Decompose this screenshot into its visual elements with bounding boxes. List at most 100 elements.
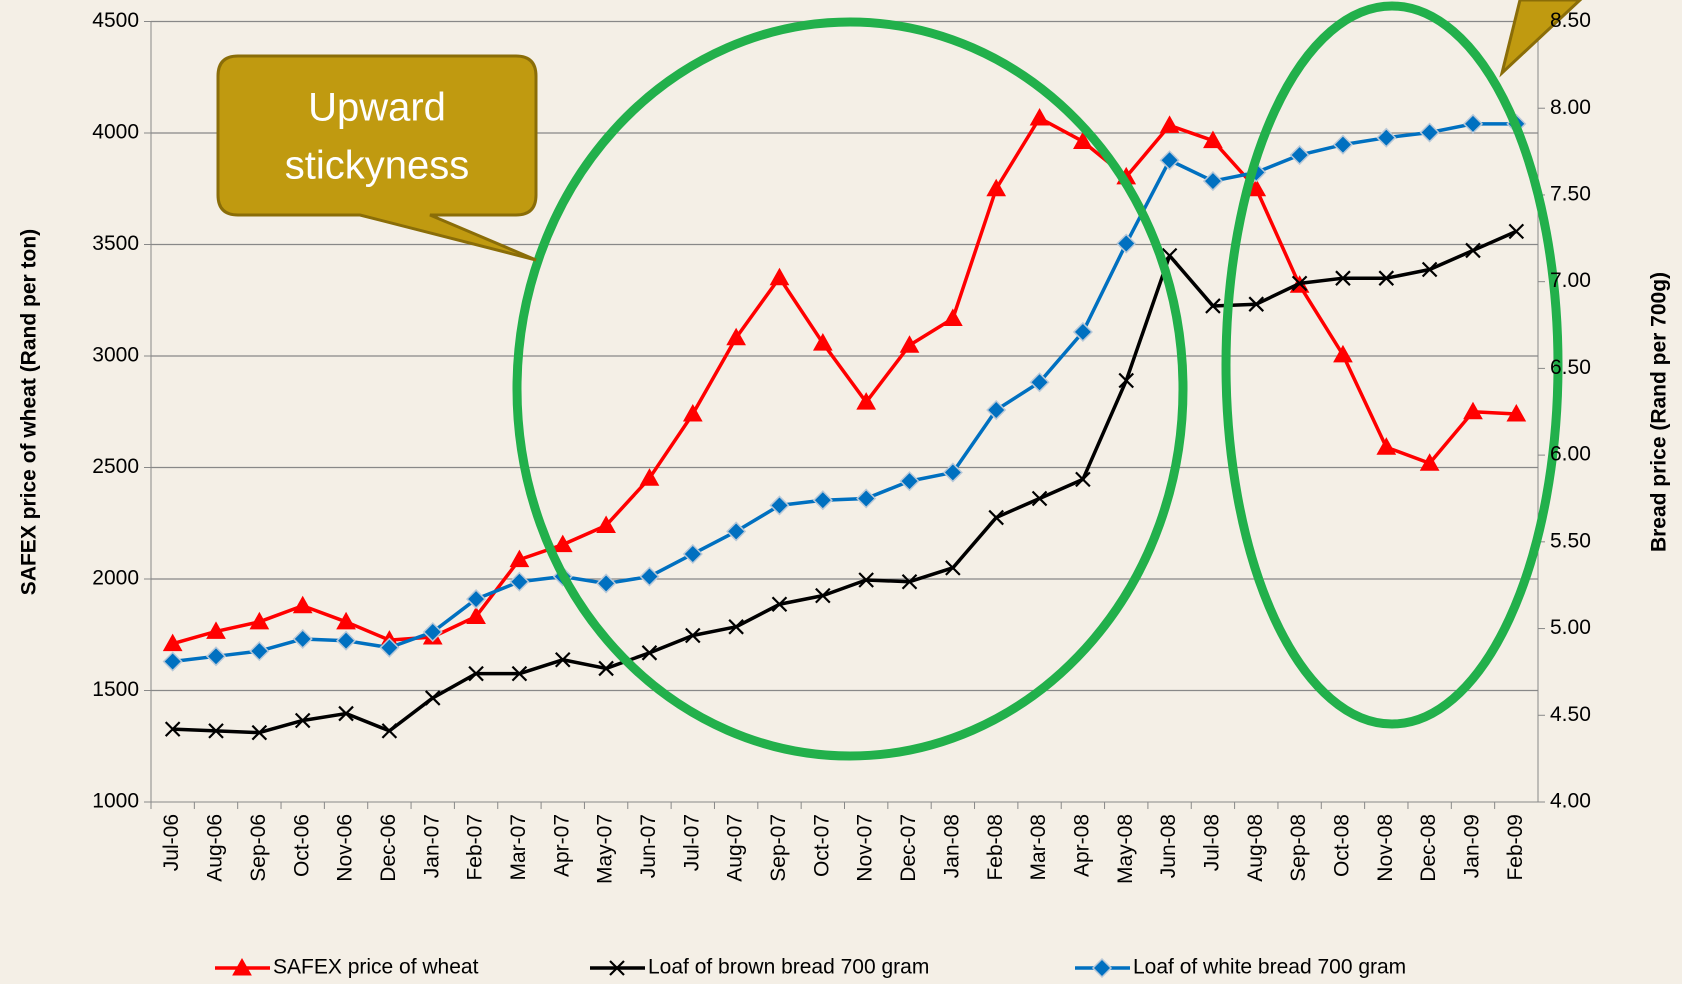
point: [986, 399, 1007, 421]
point: [1203, 130, 1223, 149]
point: [294, 712, 311, 729]
point: [1333, 344, 1353, 363]
x-tick-label: Jan-09: [1461, 814, 1484, 878]
point: [1116, 233, 1137, 254]
callout-text: Upward: [308, 86, 446, 130]
point: [858, 572, 874, 588]
point: [379, 637, 400, 658]
point: [988, 509, 1004, 526]
point: [1419, 453, 1440, 471]
point: [1332, 134, 1354, 155]
point: [899, 335, 920, 353]
point: [1118, 372, 1135, 389]
point: [815, 587, 831, 604]
x-tick-label: Mar-08: [1027, 814, 1050, 881]
point: [468, 665, 484, 682]
point: [424, 690, 441, 706]
y-tick-label: 4000: [92, 121, 139, 144]
point: [466, 589, 487, 610]
plot: [162, 108, 1527, 741]
x-tick-label: Jun-07: [637, 814, 660, 878]
point: [162, 651, 183, 672]
point: [596, 515, 616, 533]
point: [771, 596, 788, 613]
point: [1421, 261, 1438, 278]
y2-tick-label: 4.50: [1550, 703, 1591, 726]
point: [1248, 296, 1265, 312]
point: [205, 646, 227, 667]
point: [251, 724, 268, 741]
point: [1463, 401, 1483, 420]
point: [639, 566, 660, 587]
point: [1073, 131, 1093, 149]
x-tick-label: May-07: [594, 814, 617, 884]
point: [1291, 275, 1308, 292]
point: [1031, 490, 1048, 507]
point: [422, 621, 443, 643]
y-tick-label: 1500: [92, 678, 139, 701]
point: [1159, 115, 1180, 133]
x-tick-label: Sep-07: [767, 814, 790, 882]
point: [509, 571, 530, 592]
x-tick-label: Jul-07: [680, 814, 703, 871]
point: [1378, 270, 1395, 286]
legend-label: SAFEX price of wheat: [273, 956, 479, 979]
point: [1462, 113, 1484, 134]
point: [728, 619, 744, 635]
point: [685, 627, 701, 644]
x-tick-label: Jan-07: [420, 814, 443, 878]
series-line: [172, 229, 1518, 735]
x-tick-label: Feb-08: [984, 814, 1007, 881]
point: [945, 560, 961, 576]
y2-tick-label: 7.00: [1550, 269, 1591, 292]
point: [856, 392, 877, 410]
x-tick-label: Apr-07: [550, 814, 573, 877]
x-tick-label: Oct-07: [810, 814, 833, 877]
y-tick-label: 4500: [92, 9, 139, 32]
point: [856, 488, 877, 509]
x-tick-label: Aug-07: [724, 814, 747, 882]
point: [206, 621, 226, 639]
highlight-ellipse: [1221, 1, 1563, 729]
point: [942, 462, 963, 483]
point: [509, 549, 530, 568]
point: [943, 308, 963, 327]
x-tick-label: Mar-07: [507, 814, 530, 881]
point: [1376, 127, 1397, 148]
y2-tick-label: 6.50: [1550, 356, 1591, 379]
y2-tick-label: 4.00: [1550, 790, 1591, 813]
point: [639, 468, 660, 486]
point: [769, 267, 790, 286]
x-tick-label: May-08: [1114, 814, 1137, 884]
x-tick-label: Nov-08: [1374, 814, 1397, 882]
point: [249, 611, 270, 630]
x-tick-label: Jan-08: [940, 814, 963, 878]
y-tick-label: 1000: [92, 790, 139, 813]
y-axis-label: SAFEX price of wheat (Rand per ton): [18, 229, 41, 595]
x-tick-label: Dec-08: [1417, 814, 1440, 882]
x-tick-label: Dec-07: [897, 814, 920, 882]
point: [769, 495, 790, 516]
point: [335, 630, 357, 651]
x-tick-label: Feb-07: [464, 814, 487, 881]
point: [901, 573, 918, 590]
callout-pointer: [1499, 0, 1583, 78]
point: [641, 645, 658, 661]
y-tick-label: 3000: [92, 344, 139, 367]
point: [292, 595, 313, 614]
y2-tick-label: 6.00: [1550, 443, 1591, 466]
decorations: [216, 0, 1583, 761]
point: [1029, 108, 1050, 126]
highlight-ellipse: [512, 17, 1188, 761]
y-tick-label: 3500: [92, 232, 139, 255]
point: [609, 960, 625, 976]
point: [1091, 957, 1113, 979]
y-tick-label: 2000: [92, 567, 139, 590]
series-line: [172, 116, 1517, 646]
legend-label: Loaf of white bread 700 gram: [1133, 956, 1406, 979]
point: [232, 957, 252, 976]
point: [1376, 437, 1397, 455]
legend-label: Loaf of brown bread 700 gram: [648, 956, 929, 979]
point: [812, 490, 833, 511]
